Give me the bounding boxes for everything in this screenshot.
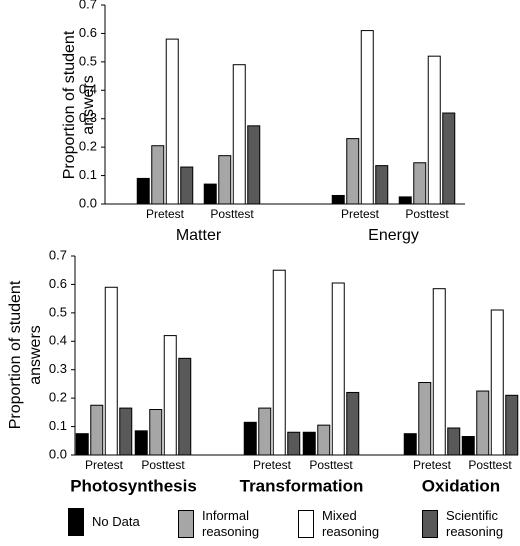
x-tick-label: Posttest	[210, 207, 254, 221]
bar	[149, 409, 163, 456]
legend-swatch	[422, 510, 438, 538]
x-tick-label: Posttest	[309, 458, 353, 472]
y-tick-label: 0.2	[49, 390, 67, 405]
x-tick-label: Posttest	[141, 458, 185, 472]
bar	[232, 64, 246, 205]
bar	[178, 357, 192, 456]
y-tick-label: 0.7	[49, 247, 67, 262]
x-tick-label: Pretest	[341, 207, 380, 221]
bar	[427, 55, 441, 205]
legend-label: No Data	[92, 514, 140, 529]
y-axis-label: Proportion of student	[7, 280, 24, 429]
legend-item: No Data	[68, 508, 172, 536]
x-tick-label: Pretest	[253, 458, 292, 472]
y-tick-label: 0.1	[79, 167, 97, 182]
legend-swatch	[298, 510, 314, 538]
bar	[331, 282, 345, 456]
bar	[490, 309, 504, 456]
bar	[119, 407, 133, 456]
bar	[136, 177, 150, 205]
bar	[461, 436, 475, 456]
x-tick-label: Pretest	[85, 458, 124, 472]
y-tick-label: 0.6	[79, 25, 97, 40]
bar	[360, 30, 374, 205]
bar	[476, 390, 490, 456]
x-tick-label: Posttest	[468, 458, 512, 472]
legend-swatch	[178, 510, 194, 538]
y-tick-label: 0.7	[79, 0, 97, 11]
bar	[302, 431, 316, 456]
group-label: Energy	[368, 227, 419, 244]
bar	[258, 407, 272, 456]
bar	[180, 166, 194, 205]
bar	[331, 194, 345, 205]
bar	[247, 125, 261, 205]
y-tick-label: 0.0	[49, 446, 67, 461]
legend-item: Mixed reasoning	[298, 508, 402, 540]
bar	[218, 155, 232, 205]
legend-label: Informal reasoning	[202, 508, 260, 539]
y-tick-label: 0.3	[79, 110, 97, 125]
bar	[151, 145, 165, 205]
bar	[398, 196, 412, 205]
bar	[403, 433, 417, 456]
bar	[413, 162, 427, 205]
x-tick-label: Pretest	[146, 207, 185, 221]
legend-label: Mixed reasoning	[322, 508, 380, 539]
y-tick-label: 0.4	[49, 333, 67, 348]
bar	[243, 421, 257, 456]
bar	[317, 424, 331, 456]
legend-item: Scientific reasoning	[422, 508, 520, 540]
bar	[75, 433, 89, 456]
bar	[505, 394, 519, 456]
bar	[104, 286, 118, 456]
bar	[165, 38, 179, 205]
group-label: Matter	[176, 227, 222, 244]
y-tick-label: 0.4	[79, 82, 97, 97]
bar	[375, 165, 389, 205]
legend-item: Informal reasoning	[178, 508, 282, 540]
x-tick-label: Pretest	[413, 458, 452, 472]
bar	[90, 404, 104, 456]
bar	[134, 430, 148, 456]
bar	[447, 427, 461, 456]
bar	[418, 382, 432, 456]
bar	[346, 138, 360, 205]
bar	[432, 288, 446, 456]
y-axis-label: answers	[80, 75, 97, 135]
x-tick-label: Posttest	[405, 207, 449, 221]
bar	[272, 269, 286, 456]
bar	[442, 112, 456, 205]
group-label: Photosynthesis	[70, 476, 197, 495]
bar	[346, 391, 360, 456]
group-label: Transformation	[240, 476, 364, 495]
y-tick-label: 0.6	[49, 276, 67, 291]
bar	[287, 431, 301, 456]
bar	[203, 183, 217, 205]
y-tick-label: 0.0	[79, 195, 97, 210]
group-label: Oxidation	[422, 476, 500, 495]
y-axis-label: Proportion of student	[61, 30, 78, 179]
y-tick-label: 0.5	[79, 53, 97, 68]
y-tick-label: 0.2	[79, 139, 97, 154]
y-tick-label: 0.5	[49, 304, 67, 319]
legend-label: Scientific reasoning	[446, 508, 504, 539]
legend-swatch	[68, 508, 84, 536]
y-tick-label: 0.1	[49, 418, 67, 433]
bar	[163, 335, 177, 456]
y-axis-label: answers	[27, 325, 44, 385]
y-tick-label: 0.3	[49, 361, 67, 376]
